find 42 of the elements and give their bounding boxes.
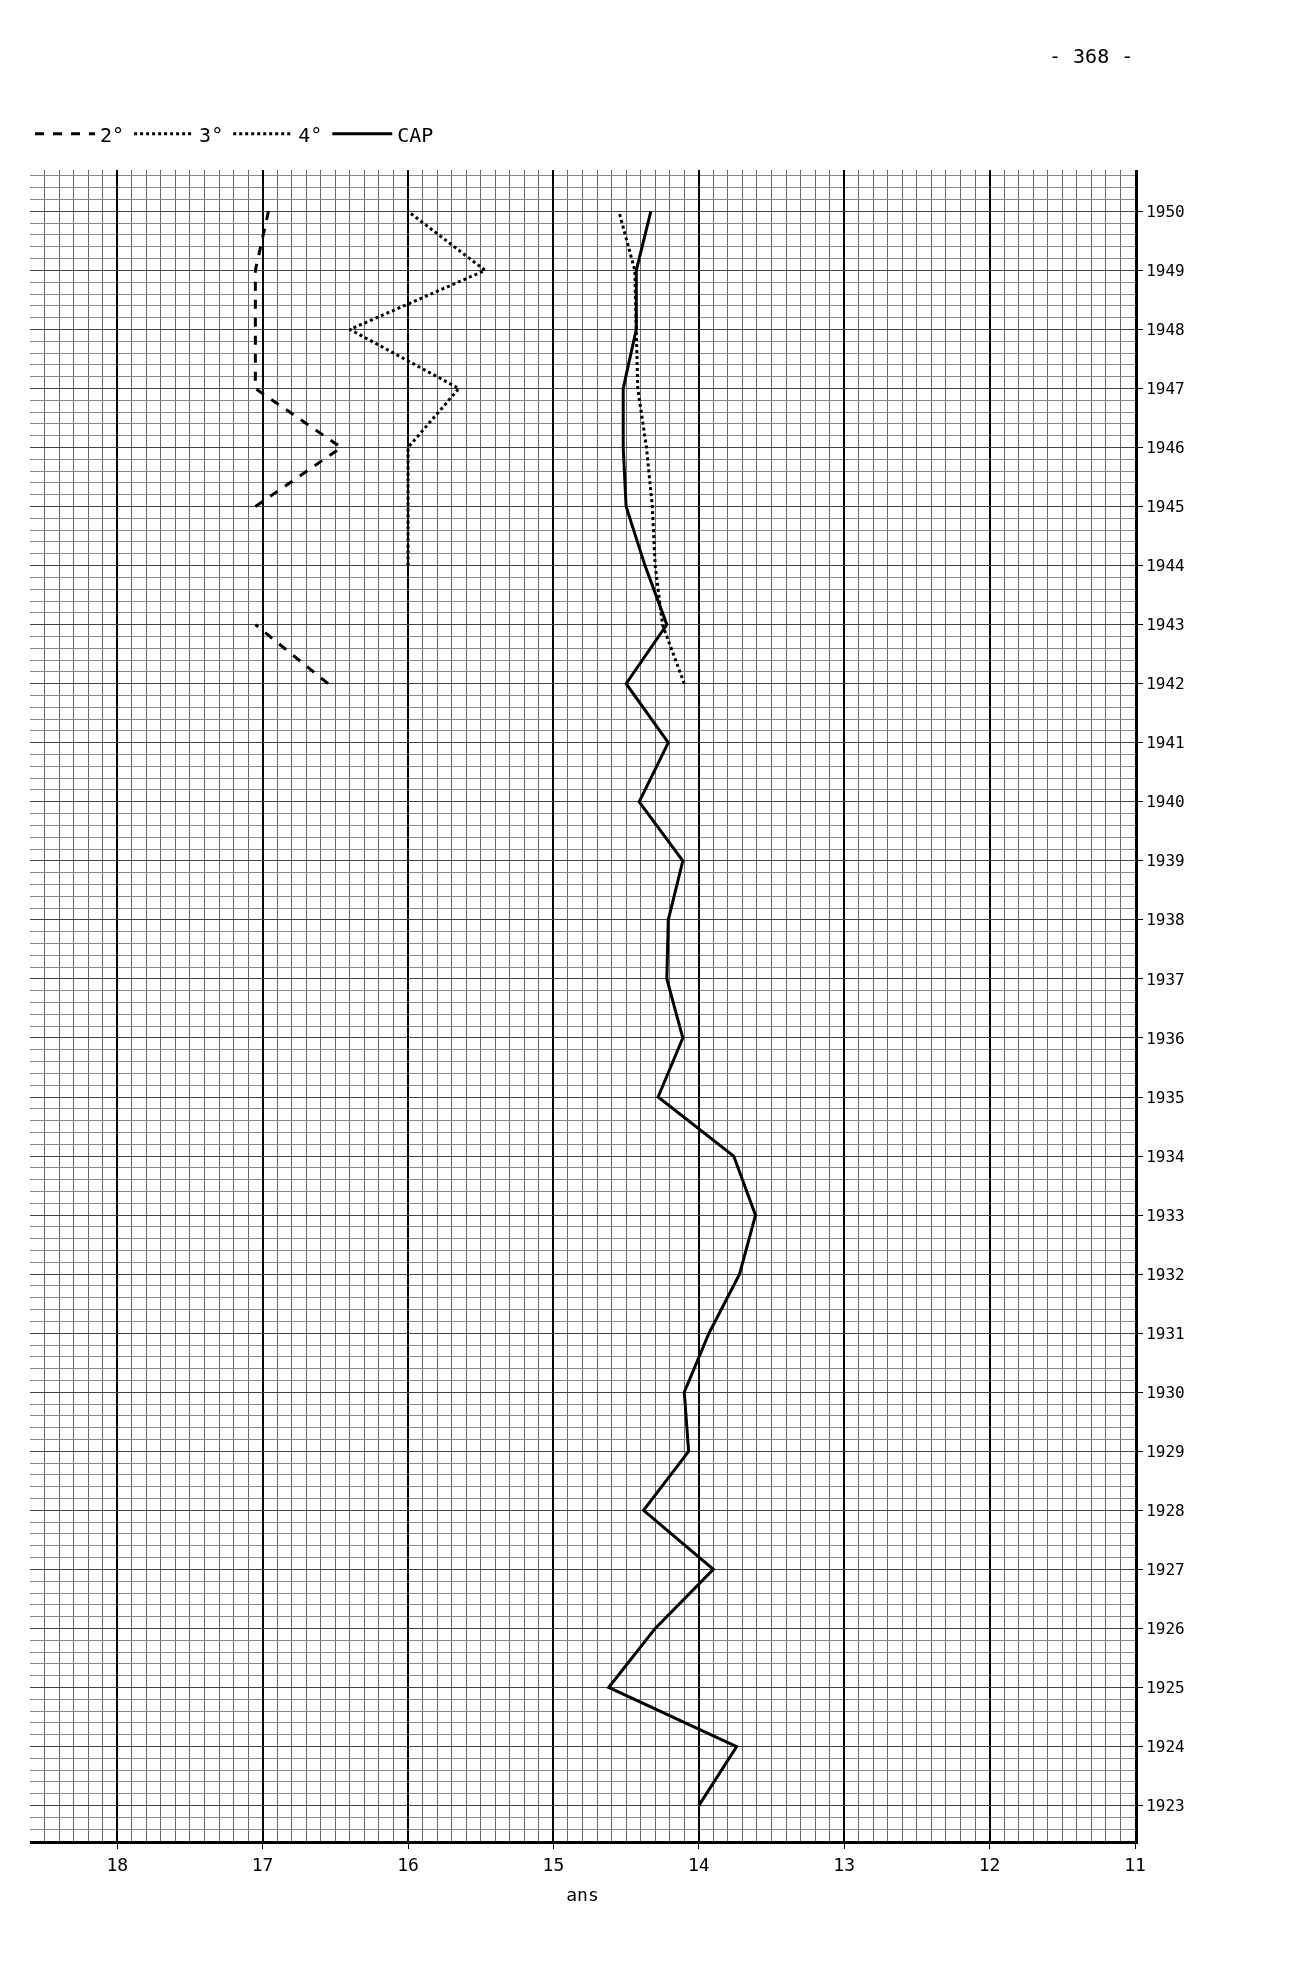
x-tick-label: 12: [978, 1853, 1001, 1875]
y-tick-label: 1950: [1146, 201, 1185, 221]
legend-label: 2°: [100, 122, 125, 147]
y-tick-label: 1933: [1146, 1205, 1185, 1225]
y-tick-label: 1943: [1146, 615, 1185, 635]
y-tick-label: 1944: [1146, 556, 1185, 576]
y-tick-label: 1930: [1146, 1382, 1185, 1402]
y-tick-label: 1925: [1146, 1678, 1185, 1698]
x-tick-label: 15: [542, 1853, 565, 1875]
y-tick-label: 1923: [1146, 1796, 1185, 1816]
y-tick-label: 1927: [1146, 1559, 1185, 1579]
y-tick-label: 1924: [1146, 1737, 1185, 1757]
y-tick-label: 1938: [1146, 910, 1185, 930]
y-tick-label: 1949: [1146, 260, 1185, 280]
text: - 368 -: [1049, 44, 1134, 68]
y-tick-label: 1945: [1146, 497, 1185, 517]
y-tick-label: 1931: [1146, 1323, 1185, 1343]
x-tick-label: 16: [397, 1853, 419, 1875]
x-tick-label: 18: [106, 1853, 129, 1875]
y-tick-label: 1937: [1146, 969, 1185, 989]
y-tick-label: 1946: [1146, 438, 1185, 458]
y-tick-label: 1936: [1146, 1028, 1185, 1048]
y-tick-label: 1932: [1146, 1264, 1185, 1284]
y-tick-label: 1942: [1146, 674, 1185, 694]
legend-label: 3°: [199, 122, 224, 147]
y-tick-label: 1947: [1146, 379, 1185, 399]
y-tick-label: 1926: [1146, 1619, 1185, 1639]
y-tick-label: 1948: [1146, 320, 1185, 340]
legend-label: CAP: [397, 122, 434, 147]
x-tick-label: 14: [687, 1853, 710, 1875]
y-tick-label: 1941: [1146, 733, 1185, 753]
y-tick-label: 1929: [1146, 1441, 1185, 1461]
x-axis-title: ans: [566, 1883, 599, 1905]
x-tick-label: 13: [833, 1853, 856, 1875]
y-tick-label: 1934: [1146, 1146, 1185, 1166]
y-tick-label: 1939: [1146, 851, 1185, 871]
y-tick-label: 1928: [1146, 1500, 1185, 1520]
legend-label: 4°: [298, 122, 323, 147]
y-tick-label: 1935: [1146, 1087, 1185, 1107]
x-tick-label: 17: [251, 1853, 274, 1875]
x-tick-label: 11: [1124, 1853, 1146, 1875]
y-tick-label: 1940: [1146, 792, 1185, 812]
